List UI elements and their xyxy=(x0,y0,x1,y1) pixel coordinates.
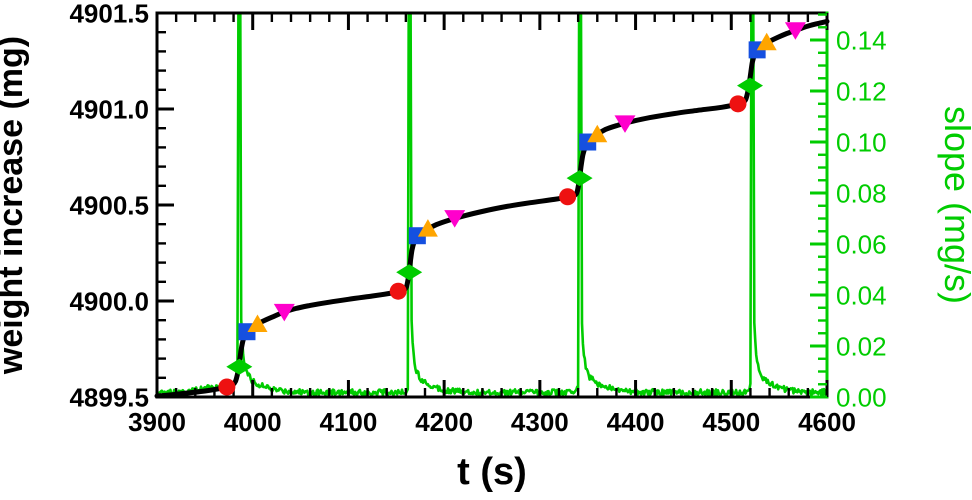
x-tick-label: 4000 xyxy=(224,407,282,437)
magenta-triangle-down-marker xyxy=(784,22,806,40)
red-circle-marker xyxy=(729,95,747,113)
weight-curve xyxy=(154,18,830,399)
y-right-tick-label: 0.10 xyxy=(836,127,887,157)
x-tick-label: 4100 xyxy=(320,407,378,437)
green-diamond-marker xyxy=(226,358,253,375)
x-tick-label: 4600 xyxy=(798,407,856,437)
y-right-tick-label: 0.00 xyxy=(836,382,887,412)
y-left-tick-label: 4901.5 xyxy=(69,0,149,28)
magenta-triangle-down-marker xyxy=(273,303,295,322)
x-tick-label: 3900 xyxy=(128,407,186,437)
red-circle-marker xyxy=(559,188,577,206)
y-axis-title-right: slope (mg/s) xyxy=(937,106,972,304)
orange-triangle-up-marker xyxy=(756,32,777,51)
orange-triangle-up-marker xyxy=(247,314,268,332)
y-left-tick-label: 4900.5 xyxy=(69,190,149,220)
y-axis-title-left: weight increase (mg) xyxy=(0,36,30,375)
red-circle-marker xyxy=(389,282,407,300)
y-right-tick-label: 0.08 xyxy=(836,178,887,208)
green-diamond-marker xyxy=(737,77,763,94)
y-right-tick-label: 0.12 xyxy=(836,76,887,106)
x-tick-label: 4200 xyxy=(415,407,473,437)
x-tick-label: 4400 xyxy=(607,407,665,437)
magenta-triangle-down-marker xyxy=(444,210,466,228)
green-diamond-marker xyxy=(566,170,593,187)
y-right-tick-label: 0.02 xyxy=(836,331,887,361)
y-right-tick-label: 0.06 xyxy=(836,229,887,259)
orange-triangle-up-marker xyxy=(587,124,608,143)
red-circle-marker xyxy=(218,378,236,396)
y-left-tick-label: 4901.0 xyxy=(69,94,149,124)
x-axis-title: t (s) xyxy=(457,451,527,493)
y-left-tick-label: 4899.5 xyxy=(69,382,149,412)
slope-curve xyxy=(155,11,828,397)
green-diamond-marker xyxy=(396,264,423,281)
x-tick-label: 4500 xyxy=(702,407,760,437)
y-left-tick-label: 4900.0 xyxy=(69,286,149,316)
x-tick-label: 4300 xyxy=(511,407,569,437)
y-right-tick-label: 0.14 xyxy=(836,25,887,55)
magenta-triangle-down-marker xyxy=(614,115,636,133)
orange-triangle-up-marker xyxy=(417,219,438,237)
y-right-tick-label: 0.04 xyxy=(836,280,887,310)
